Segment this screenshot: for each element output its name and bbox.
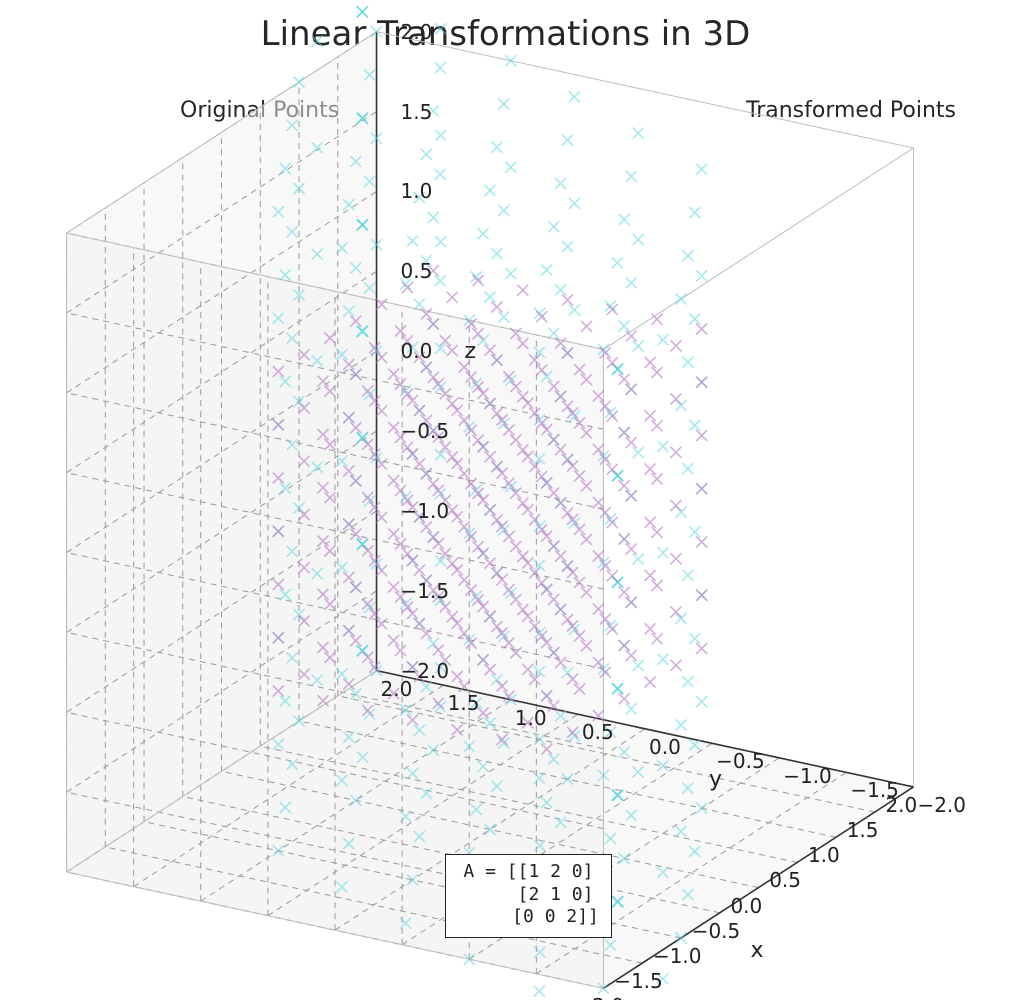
ztick: −1.0 bbox=[401, 499, 450, 523]
axes-3d bbox=[0, 0, 1011, 1000]
ytick: −2.0 bbox=[917, 793, 966, 817]
xlabel: x bbox=[750, 938, 763, 963]
xtick: −2.0 bbox=[575, 994, 624, 1000]
ztick: −2.0 bbox=[401, 659, 450, 683]
ztick: −1.5 bbox=[401, 579, 450, 603]
xtick: 0.5 bbox=[769, 868, 801, 892]
ztick: 1.5 bbox=[401, 100, 433, 124]
figure: Linear Transformations in 3D Original Po… bbox=[0, 0, 1011, 1000]
ytick: 0.5 bbox=[582, 720, 614, 744]
ztick: 2.0 bbox=[401, 20, 433, 44]
xtick: −1.0 bbox=[653, 944, 702, 968]
ytick: −1.0 bbox=[783, 764, 832, 788]
ztick: 0.0 bbox=[401, 339, 433, 363]
ytick: 1.0 bbox=[515, 706, 547, 730]
zlabel: z bbox=[465, 339, 477, 364]
ytick: −0.5 bbox=[716, 749, 765, 773]
ytick: 1.5 bbox=[448, 691, 480, 715]
xtick: −0.5 bbox=[692, 919, 741, 943]
xtick: 0.0 bbox=[730, 894, 762, 918]
ytick: −1.5 bbox=[850, 778, 899, 802]
xtick: −1.5 bbox=[614, 969, 663, 993]
xtick: 1.0 bbox=[808, 843, 840, 867]
ytick: 0.0 bbox=[649, 735, 681, 759]
ztick: 1.0 bbox=[401, 179, 433, 203]
ylabel: y bbox=[709, 767, 722, 792]
ztick: 0.5 bbox=[401, 259, 433, 283]
ztick: −0.5 bbox=[401, 419, 450, 443]
xtick: 1.5 bbox=[847, 818, 879, 842]
matrix-annotation: A = [[1 2 0] [2 1 0] [0 0 2]] bbox=[445, 854, 612, 938]
